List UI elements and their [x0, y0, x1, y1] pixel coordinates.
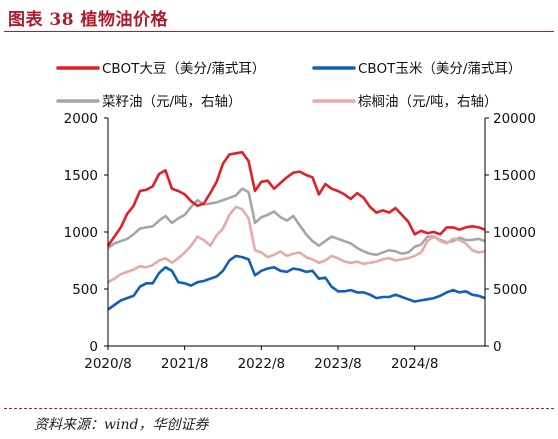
- left-tick-label: 1500: [64, 168, 98, 184]
- series-line-1: [107, 254, 486, 311]
- series-line-0: [106, 150, 486, 247]
- left-tick-label: 500: [72, 282, 98, 298]
- legend-label-3: 棕榈油（元/吨，右轴）: [358, 94, 498, 110]
- legend-label-2: 菜籽油（元/吨，右轴）: [102, 94, 242, 110]
- footer-divider: [4, 408, 554, 409]
- x-tick-label: 2024/8: [391, 356, 439, 372]
- right-tick-label: 15000: [493, 168, 536, 184]
- series-layer: [106, 150, 486, 311]
- right-tick-label: 5000: [493, 282, 527, 298]
- x-tick-label: 2021/8: [161, 356, 209, 372]
- source-note: 资料来源：wind，华创证券: [34, 417, 209, 433]
- axes-layer: 0500100015002000050001000015000200002020…: [64, 111, 536, 372]
- legend-label-1: CBOT玉米（美分/蒲式耳）: [358, 61, 521, 77]
- right-tick-label: 10000: [493, 225, 536, 241]
- series-line-3: [107, 205, 486, 284]
- right-tick-label: 20000: [493, 111, 536, 127]
- left-tick-label: 1000: [64, 225, 98, 241]
- x-tick-label: 2020/8: [84, 356, 132, 372]
- x-tick-label: 2022/8: [238, 356, 286, 372]
- left-tick-label: 2000: [64, 111, 98, 127]
- right-tick-label: 0: [493, 339, 502, 355]
- title-divider: [4, 31, 554, 32]
- chart-title: 图表 38 植物油价格: [8, 10, 168, 30]
- x-tick-label: 2023/8: [314, 356, 362, 372]
- series-line-2: [107, 187, 486, 257]
- legend-label-0: CBOT大豆（美分/蒲式耳）: [102, 61, 265, 77]
- left-tick-label: 0: [89, 339, 98, 355]
- legend: CBOT大豆（美分/蒲式耳） CBOT玉米（美分/蒲式耳） 菜籽油（元/吨，右轴） 棕…: [56, 61, 521, 110]
